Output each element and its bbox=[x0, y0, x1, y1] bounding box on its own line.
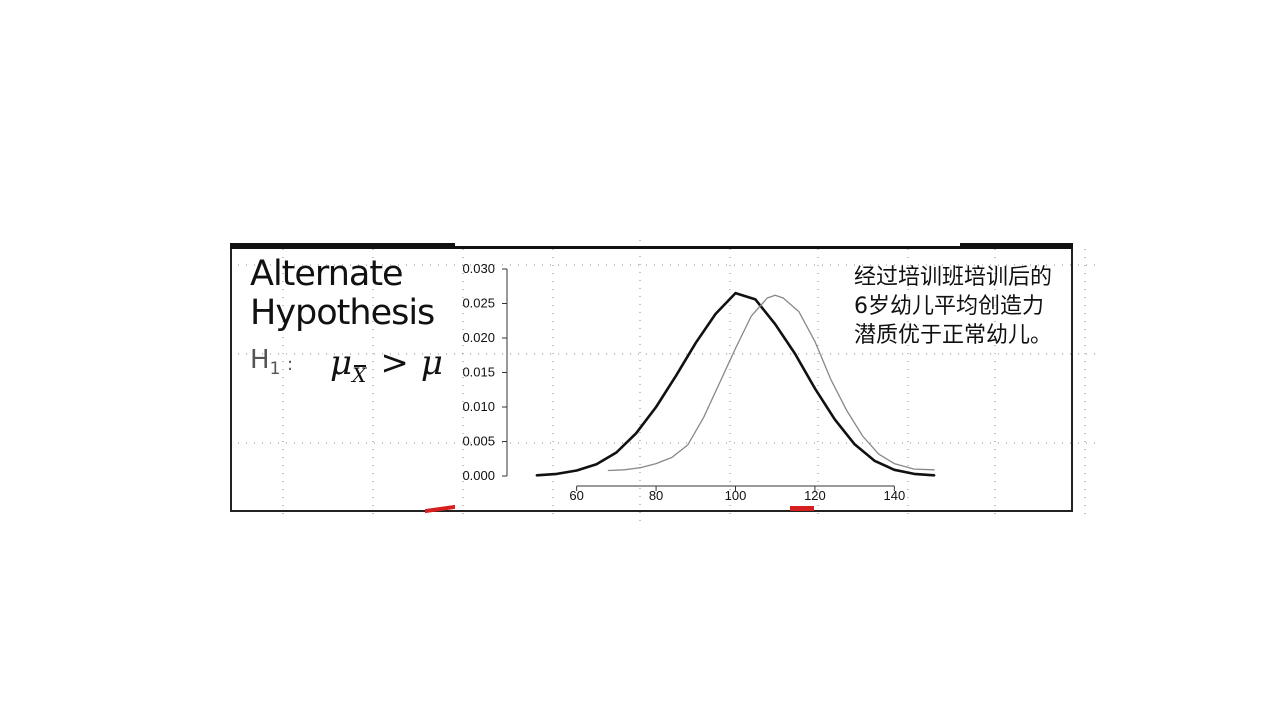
chart-axes bbox=[506, 269, 895, 487]
x-tick-label: 60 bbox=[569, 488, 583, 503]
y-tick-label: 0.000 bbox=[462, 468, 495, 483]
figure-frame-top-thin bbox=[455, 246, 960, 249]
formula-bar bbox=[354, 365, 367, 367]
density-curve-2 bbox=[607, 294, 935, 472]
x-tick-label: 120 bbox=[804, 488, 826, 503]
y-tick-label: 0.015 bbox=[462, 365, 495, 380]
hypothesis-h: H bbox=[250, 345, 270, 375]
conclusion-note: 经过培训班培训后的6岁幼儿平均创造力潜质优于正常幼儿。 bbox=[854, 265, 1053, 348]
formula-gt: > bbox=[380, 343, 409, 383]
y-tick-label: 0.005 bbox=[462, 434, 495, 449]
y-tick-label: 0.025 bbox=[462, 296, 495, 311]
y-tick-label: 0.010 bbox=[462, 399, 495, 414]
y-tick-label: 0.020 bbox=[462, 330, 495, 345]
hypothesis-colon: : bbox=[287, 354, 294, 375]
x-tick-label: 100 bbox=[725, 488, 747, 503]
chart-series bbox=[535, 291, 936, 477]
formula-sub: X bbox=[352, 363, 366, 387]
x-ticks: 60 80 100 120 140 bbox=[569, 486, 905, 503]
hypothesis-title: Alternate Hypothesis bbox=[250, 254, 435, 333]
red-mark-right bbox=[790, 506, 814, 511]
formula-mu: μ bbox=[330, 343, 353, 383]
figure-frame bbox=[230, 243, 1073, 512]
density-curve-1 bbox=[535, 291, 936, 477]
y-tick-label: 0.030 bbox=[462, 261, 495, 276]
hypothesis-sub: 1 bbox=[269, 359, 281, 379]
formula-sub-x: X bbox=[352, 363, 367, 387]
formula-mu2: μ bbox=[420, 343, 443, 383]
hypothesis-label: H1 bbox=[250, 345, 280, 379]
hypothesis-formula: μ X > μ bbox=[330, 343, 443, 387]
x-tick-label: 80 bbox=[649, 488, 663, 503]
y-ticks: 0.000 0.005 0.010 0.015 0.020 0.025 0.030 bbox=[462, 261, 507, 483]
x-tick-label: 140 bbox=[883, 488, 905, 503]
figure-frame-gap bbox=[455, 243, 960, 247]
